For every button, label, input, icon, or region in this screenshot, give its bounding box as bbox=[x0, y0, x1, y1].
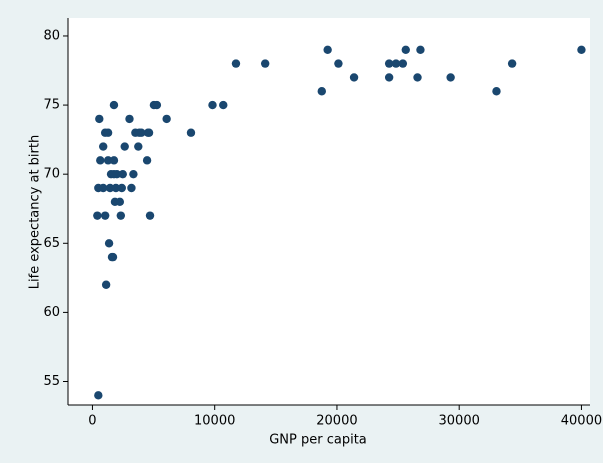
point bbox=[112, 169, 122, 179]
point bbox=[94, 391, 103, 400]
plot-area bbox=[68, 18, 590, 405]
point bbox=[134, 142, 143, 151]
point bbox=[398, 59, 408, 68]
point bbox=[116, 211, 126, 220]
point bbox=[100, 211, 110, 220]
point bbox=[219, 100, 228, 110]
point bbox=[111, 183, 121, 193]
x-tick-label: 10000 bbox=[194, 414, 235, 429]
point bbox=[208, 100, 217, 110]
point bbox=[413, 73, 422, 82]
point bbox=[391, 59, 401, 68]
point bbox=[416, 45, 425, 54]
point bbox=[115, 197, 125, 207]
point bbox=[401, 45, 410, 54]
point bbox=[103, 128, 113, 137]
x-tick-label: 20000 bbox=[316, 414, 357, 429]
point bbox=[117, 183, 126, 193]
point bbox=[142, 156, 152, 165]
point bbox=[152, 100, 162, 110]
point bbox=[507, 59, 517, 68]
point bbox=[446, 73, 455, 82]
point bbox=[144, 128, 154, 137]
point bbox=[125, 114, 134, 124]
point bbox=[101, 280, 111, 289]
point bbox=[384, 73, 394, 82]
point bbox=[96, 156, 105, 165]
point bbox=[260, 59, 270, 68]
point bbox=[118, 169, 127, 179]
point bbox=[103, 156, 113, 165]
point bbox=[384, 59, 394, 68]
x-axis-title: GNP per capita bbox=[269, 433, 367, 448]
point bbox=[120, 142, 129, 151]
point bbox=[99, 183, 108, 193]
point bbox=[349, 73, 359, 82]
x-tick-label: 0 bbox=[88, 414, 96, 429]
point bbox=[108, 252, 118, 262]
point bbox=[317, 87, 326, 96]
x-tick-label: 40000 bbox=[561, 414, 602, 429]
x-tick-label: 30000 bbox=[439, 414, 480, 429]
point bbox=[323, 45, 332, 54]
y-tick-label: 55 bbox=[43, 374, 60, 389]
y-tick-label: 60 bbox=[43, 305, 60, 320]
point bbox=[99, 142, 108, 151]
point bbox=[577, 45, 586, 54]
point bbox=[137, 128, 146, 137]
point bbox=[105, 183, 115, 193]
point bbox=[95, 114, 104, 124]
point bbox=[129, 169, 138, 179]
y-tick-label: 80 bbox=[43, 28, 60, 43]
point bbox=[162, 114, 171, 124]
point bbox=[109, 100, 119, 110]
point bbox=[186, 128, 196, 137]
point bbox=[104, 239, 114, 248]
y-tick-label: 75 bbox=[43, 98, 60, 113]
point bbox=[93, 211, 102, 220]
point bbox=[492, 87, 501, 96]
point bbox=[231, 59, 241, 68]
y-tick-label: 70 bbox=[43, 167, 60, 182]
point bbox=[109, 156, 119, 165]
y-axis-title: Life expectancy at birth bbox=[28, 135, 43, 289]
y-tick-label: 65 bbox=[43, 236, 60, 251]
point bbox=[127, 183, 136, 193]
point bbox=[334, 59, 343, 68]
point bbox=[145, 211, 155, 220]
